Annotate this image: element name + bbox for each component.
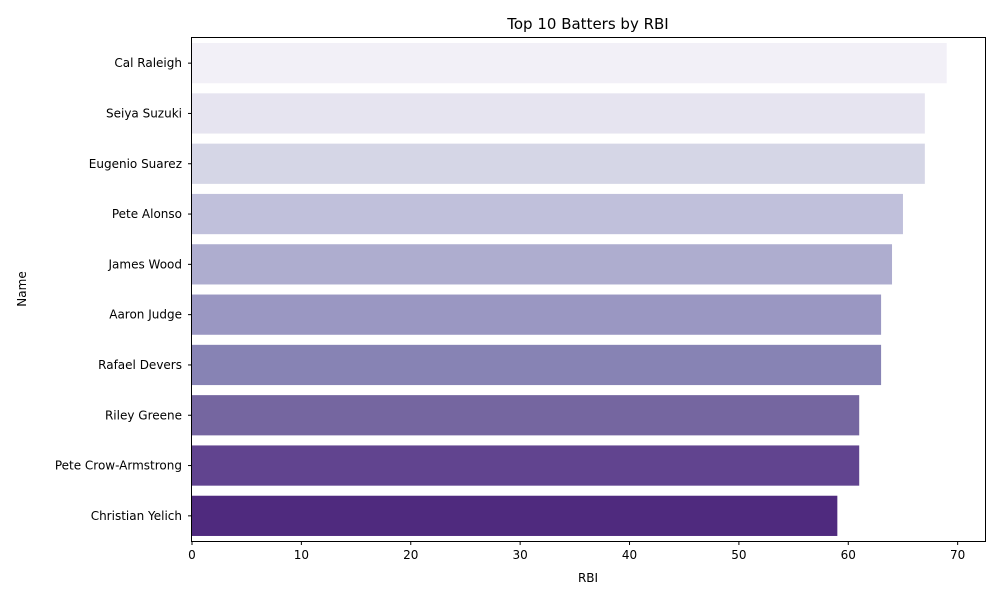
x-tick-label: 60 xyxy=(841,548,856,562)
x-tick-label: 10 xyxy=(294,548,309,562)
x-axis-ticks: 0 10 20 30 40 50 60 70 xyxy=(188,541,965,562)
chart-title: Top 10 Batters by RBI xyxy=(506,15,668,33)
plot-frame xyxy=(191,37,986,542)
y-axis-ticks: Cal Raleigh Seiya Suzuki Eugenio Suarez Pet… xyxy=(55,56,192,523)
bar-pete-alonso xyxy=(192,193,903,235)
bars-group xyxy=(192,43,947,536)
y-tick-label: Christian Yelich xyxy=(91,509,182,523)
bar-riley-greene xyxy=(192,395,860,436)
bar-pete-crow-armstrong xyxy=(192,445,860,486)
bar-christian-yelich xyxy=(192,495,838,536)
y-tick-label: Rafael Devers xyxy=(98,358,182,372)
bar-cal-raleigh xyxy=(192,43,947,84)
x-axis-label: RBI xyxy=(578,571,598,585)
bar-eugenio-suarez xyxy=(192,143,925,184)
y-tick-label: Pete Alonso xyxy=(112,207,182,221)
y-tick-label: Pete Crow-Armstrong xyxy=(55,459,182,473)
x-tick-label: 40 xyxy=(622,548,637,562)
y-tick-label: Eugenio Suarez xyxy=(89,157,182,171)
x-tick-label: 20 xyxy=(403,548,418,562)
x-tick-label: 0 xyxy=(188,548,196,562)
x-tick-label: 30 xyxy=(512,548,527,562)
x-tick-label: 50 xyxy=(731,548,746,562)
bar-aaron-judge xyxy=(192,294,882,335)
y-tick-label: Cal Raleigh xyxy=(114,56,182,70)
y-axis-label: Name xyxy=(15,271,29,306)
x-tick-label: 70 xyxy=(950,548,965,562)
bar-james-wood xyxy=(192,244,893,285)
y-tick-label: Riley Greene xyxy=(105,408,182,422)
y-tick-label: Aaron Judge xyxy=(109,308,182,322)
bar-rafael-devers xyxy=(192,344,882,386)
bar-seiya-suzuki xyxy=(192,93,925,134)
y-tick-label: James Wood xyxy=(108,257,183,271)
y-tick-label: Seiya Suzuki xyxy=(106,106,182,120)
